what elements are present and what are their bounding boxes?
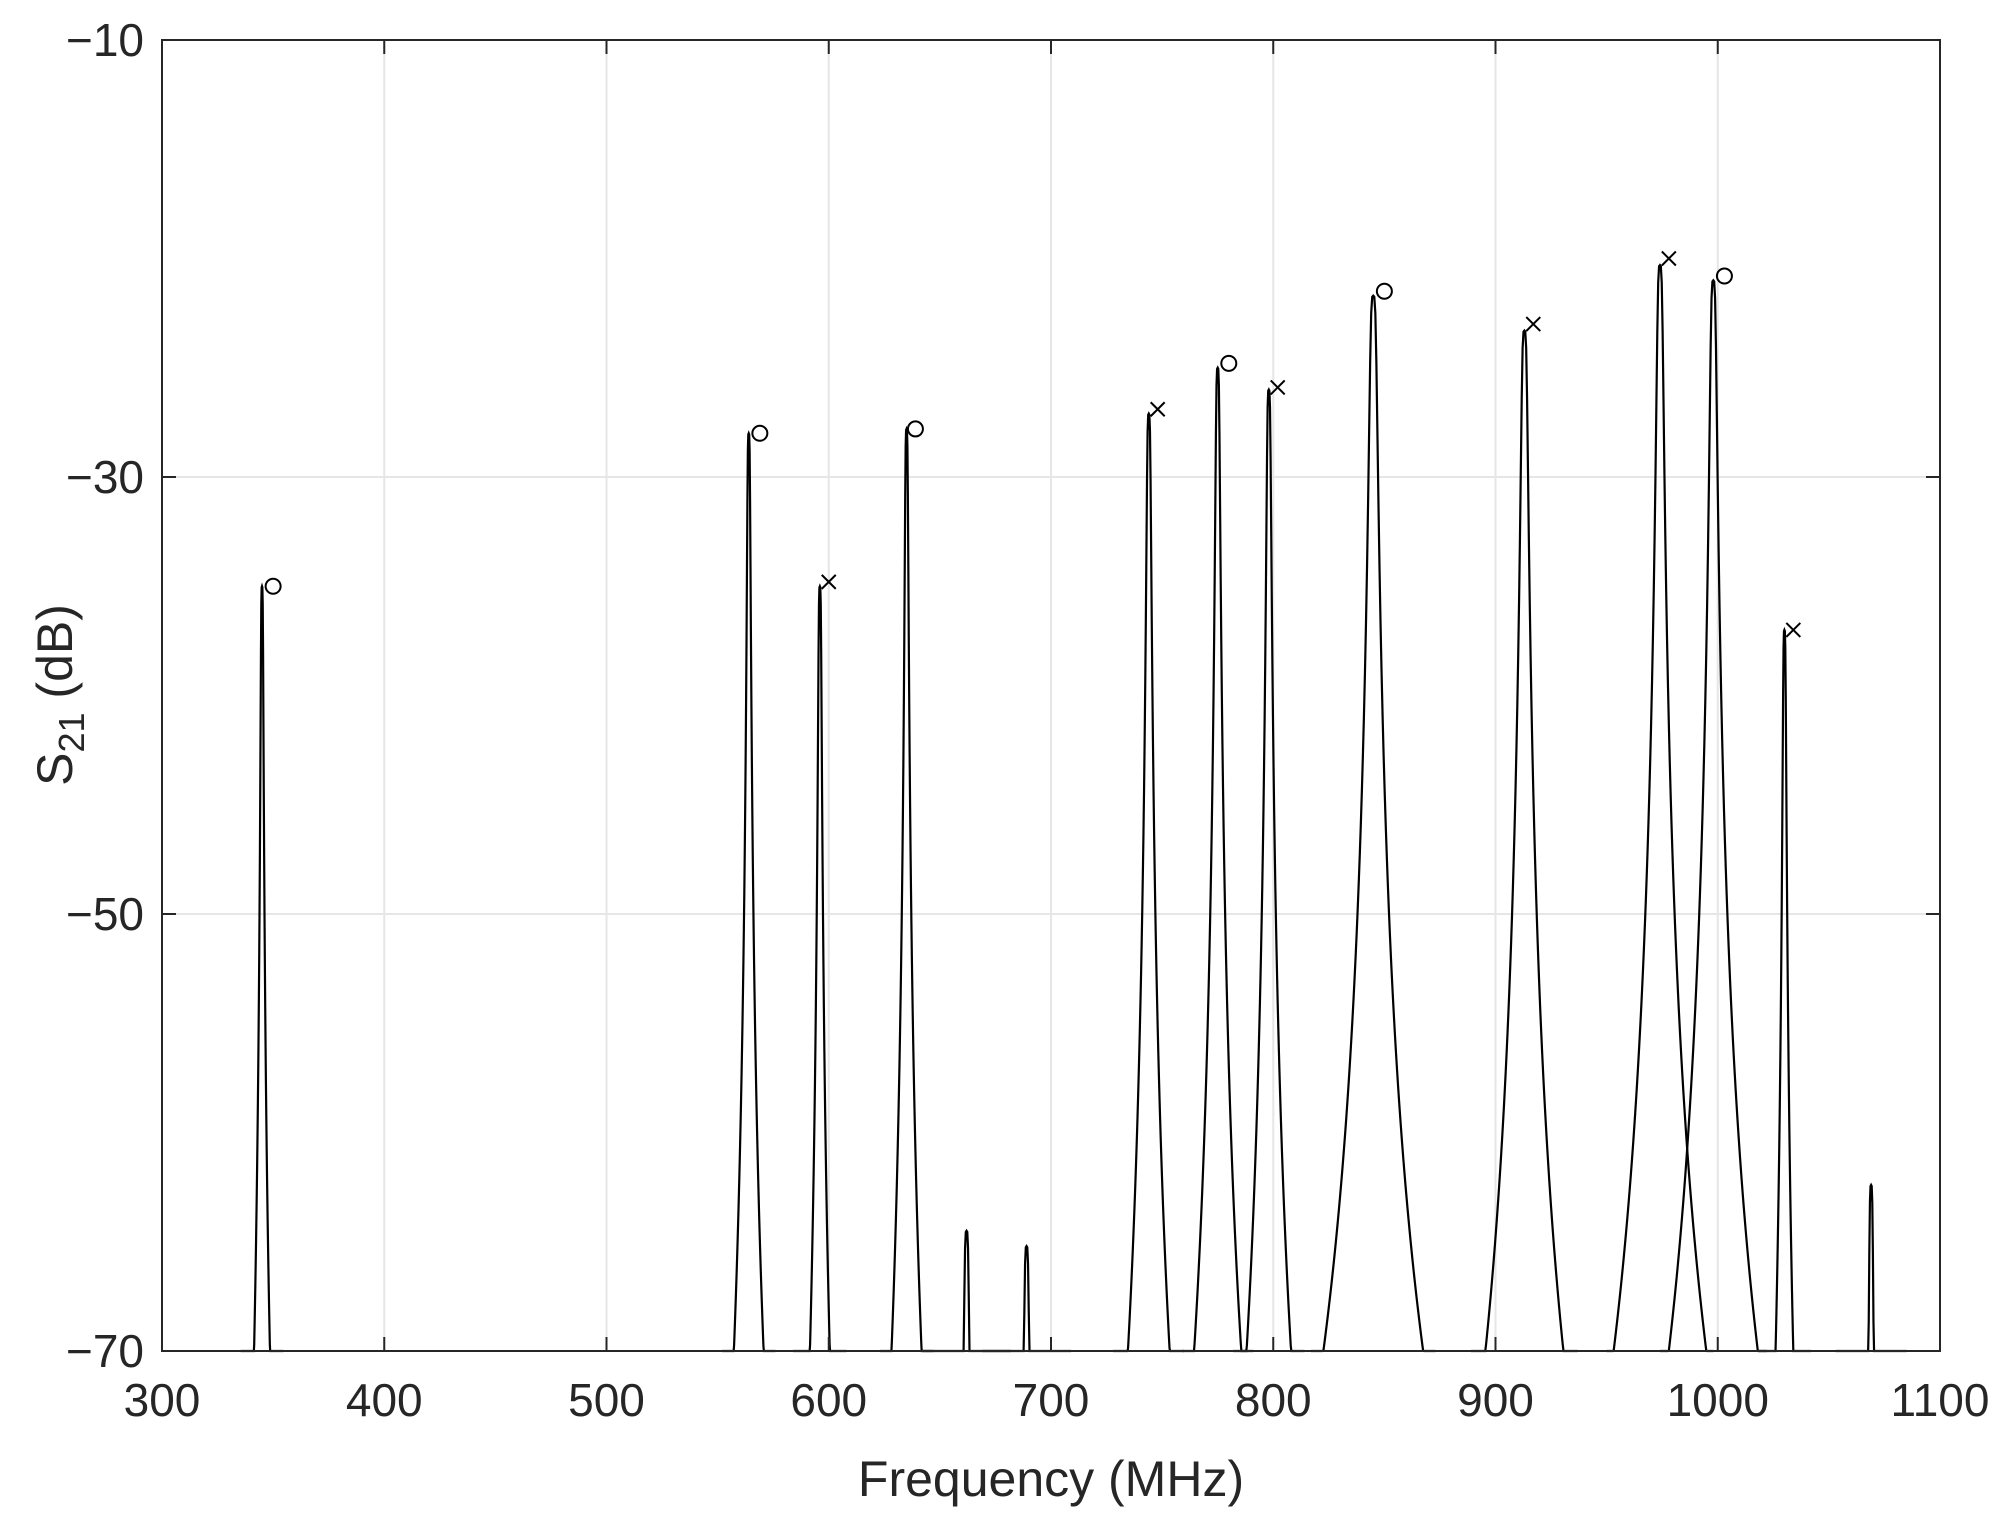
x-marker: [1149, 401, 1166, 417]
x-marker: [1269, 379, 1286, 396]
circle-marker: [264, 577, 282, 595]
x-tick-label: 600: [790, 1374, 867, 1426]
x-marker: [1785, 622, 1802, 638]
y-tick-label: −70: [66, 1325, 144, 1377]
resonance-peak: [1659, 278, 1767, 1353]
y-axis-title-main: S: [27, 753, 83, 786]
circle-marker: [1220, 354, 1238, 372]
x-tick-label: 800: [1235, 1374, 1312, 1426]
resonance-peak: [1606, 263, 1714, 1353]
tick-layer: 300 400 500 600 700 800 900 1000 1100 −70 −50 −30 −1…: [66, 14, 1989, 1426]
y-tick-label: −30: [66, 451, 144, 503]
resonance-peak: [1311, 293, 1436, 1353]
circle-marker: [751, 424, 769, 442]
marker-layer: [264, 250, 1802, 638]
y-tick-label: −50: [66, 888, 144, 940]
x-tick-label: 900: [1457, 1374, 1534, 1426]
x-tick-label: 500: [568, 1374, 645, 1426]
circle-marker: [1715, 267, 1733, 285]
y-axis-title-unit: (dB): [27, 604, 83, 712]
x-marker: [1525, 316, 1541, 332]
x-marker: [821, 574, 837, 590]
y-tick-label: −10: [66, 14, 144, 66]
x-tick-label: 1000: [1667, 1374, 1769, 1426]
x-tick-label: 400: [346, 1374, 423, 1426]
circle-marker: [1375, 282, 1393, 300]
x-tick-label: 700: [1013, 1374, 1090, 1426]
x-tick-label: 300: [124, 1374, 201, 1426]
x-marker: [1661, 250, 1677, 267]
y-axis-title: S21 (dB): [27, 604, 92, 786]
x-tick-label: 1100: [1891, 1374, 1990, 1426]
y-axis-title-subscript: 21: [51, 712, 92, 752]
x-axis-title: Frequency (MHz): [858, 1451, 1244, 1507]
resonance-peak: [1471, 328, 1578, 1353]
circle-marker: [906, 420, 924, 438]
